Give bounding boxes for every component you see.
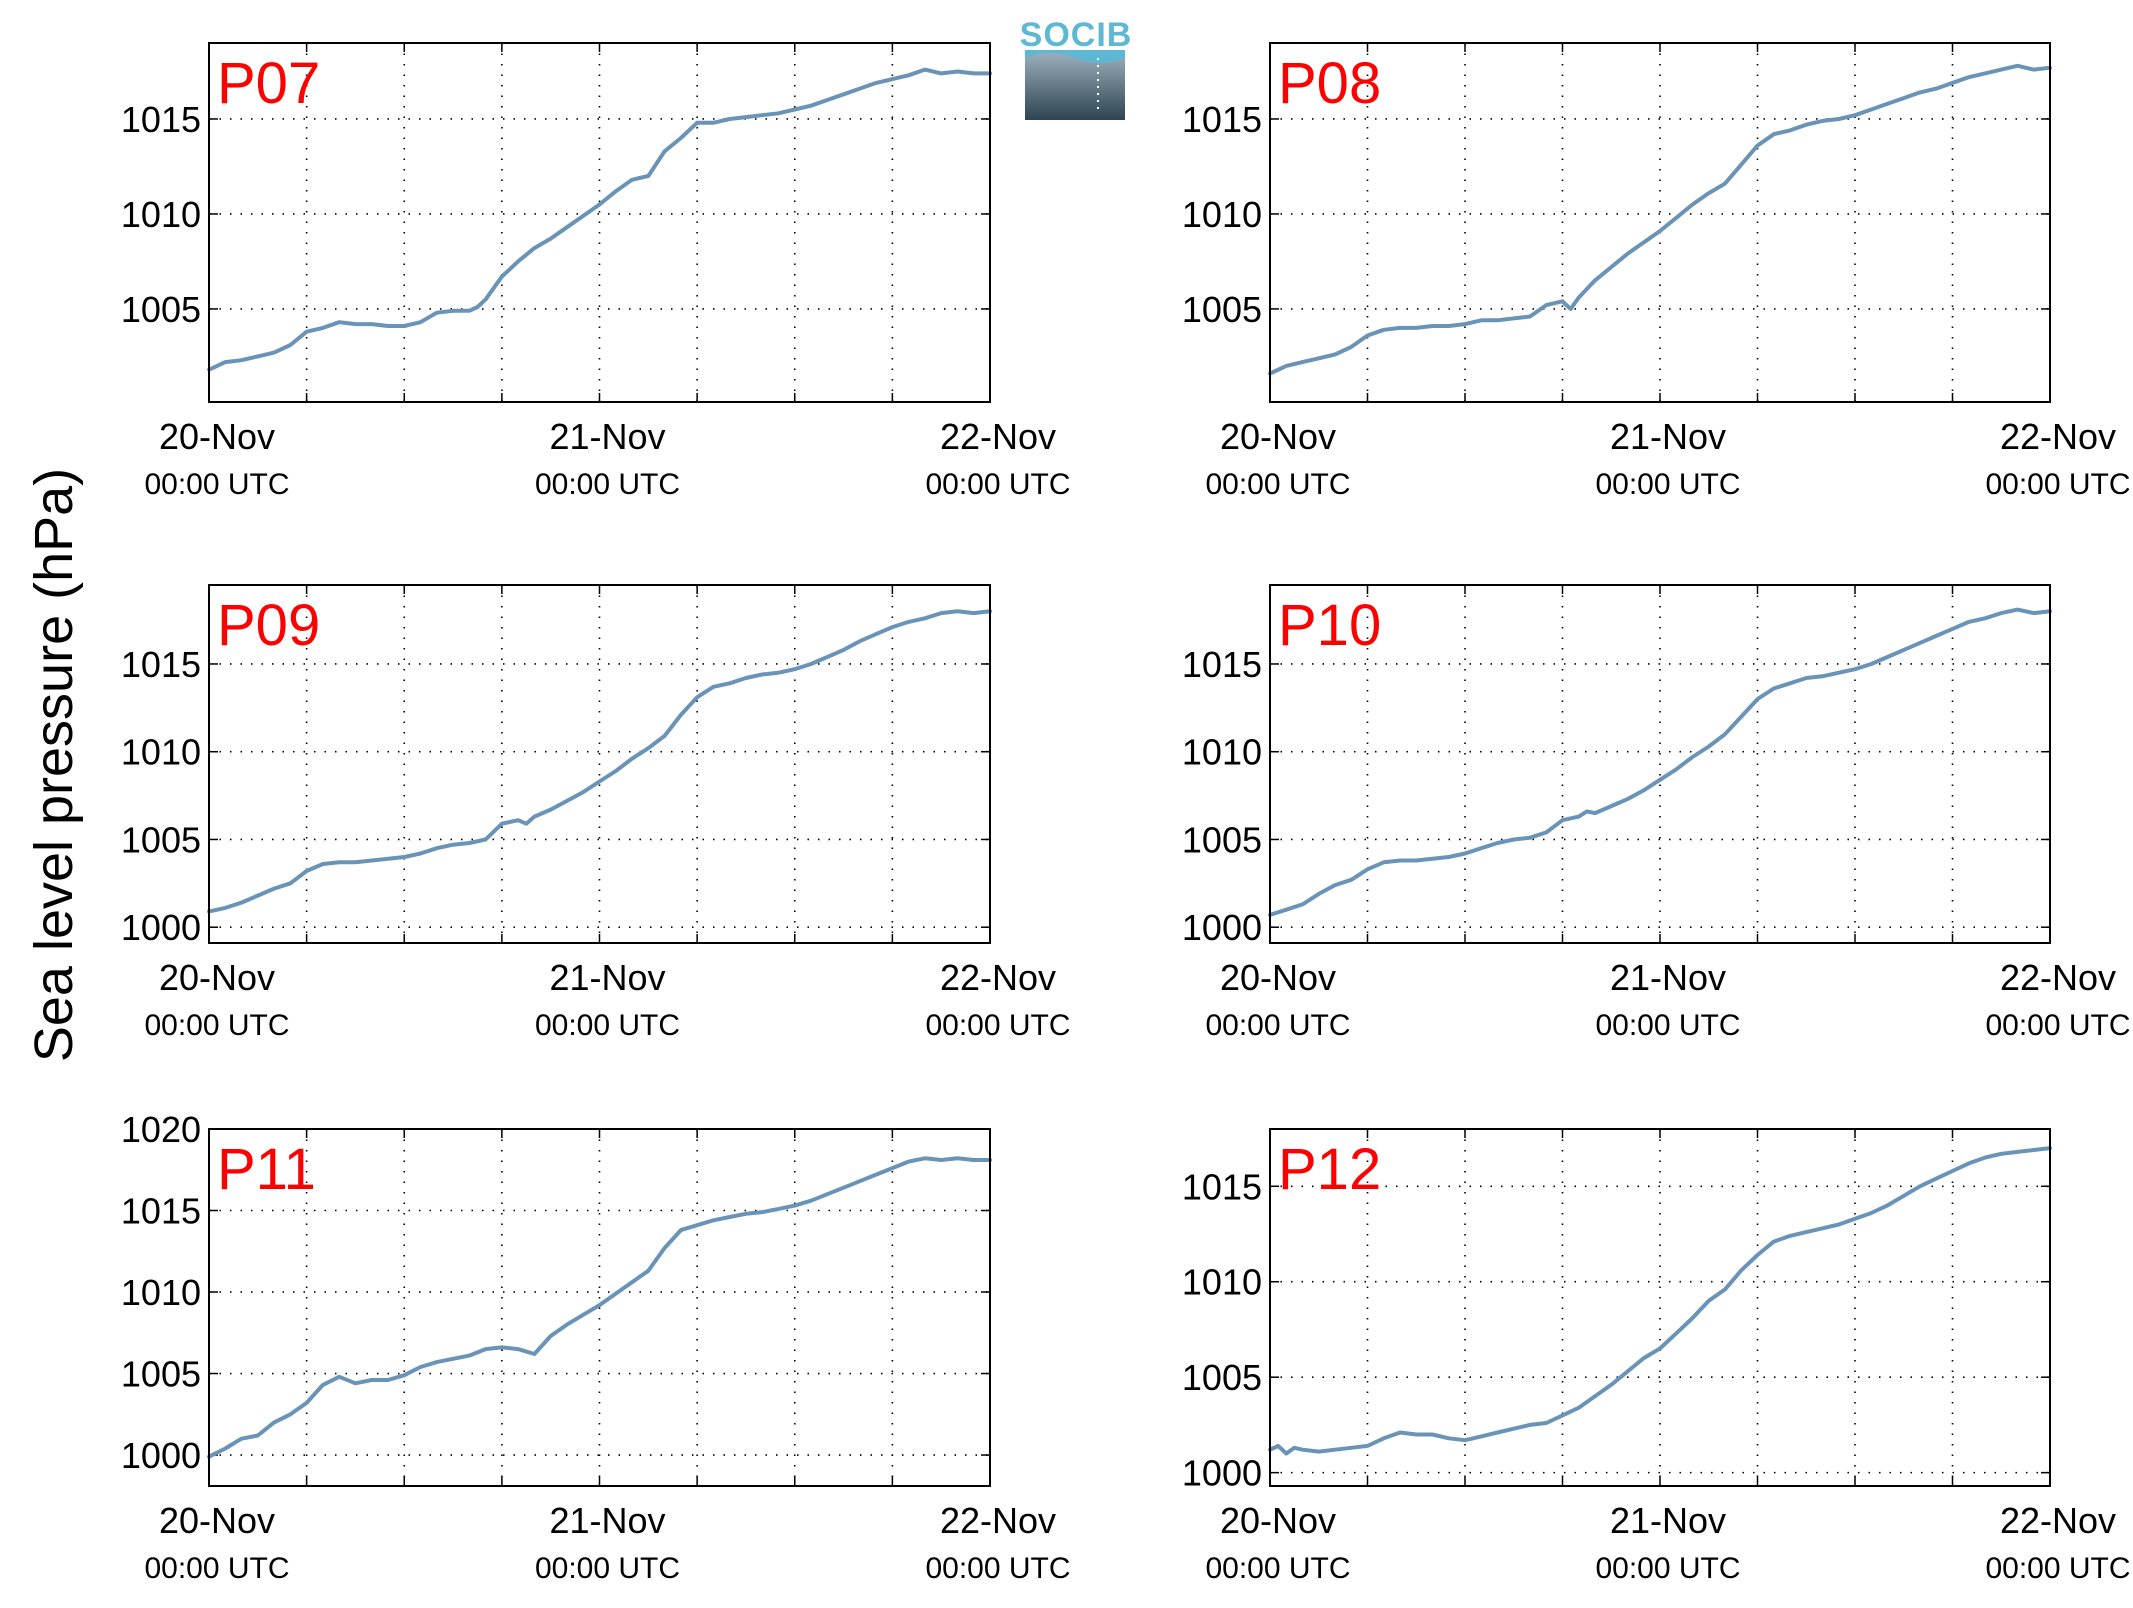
x-tick-label-date: 20-Nov bbox=[1220, 416, 1336, 457]
panel-title: P07 bbox=[217, 51, 320, 116]
y-tick-label: 1015 bbox=[121, 644, 201, 685]
x-tick-label-time: 00:00 UTC bbox=[144, 1009, 289, 1042]
y-tick-label: 1000 bbox=[1182, 907, 1262, 948]
y-tick-label: 1015 bbox=[1182, 1166, 1262, 1207]
axes-frame bbox=[1269, 584, 2051, 944]
x-tick-label-date: 21-Nov bbox=[549, 416, 665, 457]
panel-title: P12 bbox=[1278, 1137, 1381, 1202]
logo-wave bbox=[1025, 50, 1125, 63]
y-tick-label: 1010 bbox=[1182, 194, 1262, 235]
pressure-series-line bbox=[207, 1156, 992, 1459]
x-tick-label-date: 21-Nov bbox=[1610, 1500, 1726, 1541]
y-tick-label: 1000 bbox=[121, 907, 201, 948]
y-tick-label: 1005 bbox=[121, 819, 201, 860]
y-tick-label: 1010 bbox=[121, 732, 201, 773]
x-tick-label-date: 20-Nov bbox=[159, 416, 275, 457]
x-tick-label-date: 21-Nov bbox=[1610, 416, 1726, 457]
axes-frame bbox=[208, 42, 991, 403]
x-tick-label-time: 00:00 UTC bbox=[1595, 468, 1740, 501]
y-tick-label: 1005 bbox=[1182, 1357, 1262, 1398]
x-tick-label-date: 22-Nov bbox=[940, 1500, 1056, 1541]
y-tick-label: 1000 bbox=[121, 1435, 201, 1476]
chart-panel-p08: 1005 1010 1015 20-Nov 00:00 UTC 21-Nov 00:00 U… bbox=[1182, 42, 2131, 501]
y-tick-label: 1015 bbox=[121, 99, 201, 140]
x-tick-label-time: 00:00 UTC bbox=[535, 1552, 680, 1585]
x-tick-label-date: 20-Nov bbox=[159, 1500, 275, 1541]
x-tick-label-time: 00:00 UTC bbox=[1205, 1009, 1350, 1042]
x-tick-label-date: 21-Nov bbox=[549, 1500, 665, 1541]
y-tick-label: 1015 bbox=[1182, 644, 1262, 685]
y-tick-label: 1015 bbox=[1182, 99, 1262, 140]
axes-frame bbox=[208, 584, 991, 944]
x-tick-label-time: 00:00 UTC bbox=[1595, 1009, 1740, 1042]
chart-panel-p07: 1005 1010 1015 20-Nov 00:00 UTC 21-Nov 00:00 U… bbox=[121, 42, 1071, 501]
chart-panel-p12: 1000 1005 1010 1015 20-Nov 00:00 UTC 21-Nov 00:… bbox=[1182, 1128, 2131, 1585]
panel-title: P09 bbox=[217, 593, 320, 658]
x-tick-label-date: 22-Nov bbox=[2000, 1500, 2116, 1541]
x-tick-label-time: 00:00 UTC bbox=[535, 1009, 680, 1042]
y-tick-label: 1005 bbox=[1182, 819, 1262, 860]
y-tick-label: 1005 bbox=[1182, 289, 1262, 330]
chart-panel-p11: 1000 1005 1010 1015 1020 20-Nov 00:00 UTC 21-No… bbox=[121, 1109, 1071, 1585]
pressure-series-line bbox=[1268, 607, 2052, 917]
y-tick-label: 1010 bbox=[121, 194, 201, 235]
x-tick-label-time: 00:00 UTC bbox=[925, 1552, 1070, 1585]
x-tick-label-date: 22-Nov bbox=[940, 957, 1056, 998]
y-tick-label: 1020 bbox=[121, 1109, 201, 1150]
axes-frame bbox=[208, 1128, 991, 1487]
y-tick-label: 1000 bbox=[1182, 1453, 1262, 1494]
x-tick-label-time: 00:00 UTC bbox=[1985, 1552, 2130, 1585]
pressure-series-line bbox=[1268, 1146, 2052, 1456]
y-tick-label: 1010 bbox=[1182, 1262, 1262, 1303]
y-tick-label: 1005 bbox=[121, 1354, 201, 1395]
x-tick-label-date: 21-Nov bbox=[1610, 957, 1726, 998]
x-tick-label-time: 00:00 UTC bbox=[1205, 468, 1350, 501]
y-tick-label: 1015 bbox=[121, 1191, 201, 1232]
logo-text: SOCIB bbox=[1020, 16, 1133, 54]
x-tick-label-time: 00:00 UTC bbox=[925, 1009, 1070, 1042]
x-tick-label-time: 00:00 UTC bbox=[535, 468, 680, 501]
y-axis-label: Sea level pressure (hPa) bbox=[24, 468, 84, 1062]
y-tick-label: 1010 bbox=[121, 1272, 201, 1313]
x-tick-label-date: 22-Nov bbox=[2000, 957, 2116, 998]
pressure-series-line bbox=[1268, 63, 2052, 376]
panel-title: P10 bbox=[1278, 593, 1381, 658]
axes-frame bbox=[1269, 1128, 2051, 1487]
panel-title: P08 bbox=[1278, 51, 1381, 116]
panel-title: P11 bbox=[217, 1137, 316, 1202]
socib-logo-icon: SOCIB bbox=[1020, 16, 1133, 120]
x-tick-label-date: 22-Nov bbox=[2000, 416, 2116, 457]
x-tick-label-time: 00:00 UTC bbox=[1595, 1552, 1740, 1585]
x-tick-label-time: 00:00 UTC bbox=[1985, 1009, 2130, 1042]
x-tick-label-date: 20-Nov bbox=[1220, 1500, 1336, 1541]
x-tick-label-time: 00:00 UTC bbox=[1205, 1552, 1350, 1585]
pressure-series-line bbox=[207, 67, 992, 372]
x-tick-label-time: 00:00 UTC bbox=[925, 468, 1070, 501]
x-tick-label-time: 00:00 UTC bbox=[144, 1552, 289, 1585]
y-tick-label: 1005 bbox=[121, 289, 201, 330]
x-tick-label-date: 20-Nov bbox=[159, 957, 275, 998]
y-tick-label: 1010 bbox=[1182, 732, 1262, 773]
pressure-series-line bbox=[207, 609, 992, 914]
x-tick-label-date: 20-Nov bbox=[1220, 957, 1336, 998]
x-tick-label-date: 22-Nov bbox=[940, 416, 1056, 457]
chart-panel-p10: 1000 1005 1010 1015 20-Nov 00:00 UTC 21-Nov 00:… bbox=[1182, 584, 2131, 1042]
axes-frame bbox=[1269, 42, 2051, 403]
chart-panel-p09: 1000 1005 1010 1015 20-Nov 00:00 UTC 21-Nov 00:… bbox=[121, 584, 1071, 1042]
x-tick-label-date: 21-Nov bbox=[549, 957, 665, 998]
x-tick-label-time: 00:00 UTC bbox=[1985, 468, 2130, 501]
x-tick-label-time: 00:00 UTC bbox=[144, 468, 289, 501]
